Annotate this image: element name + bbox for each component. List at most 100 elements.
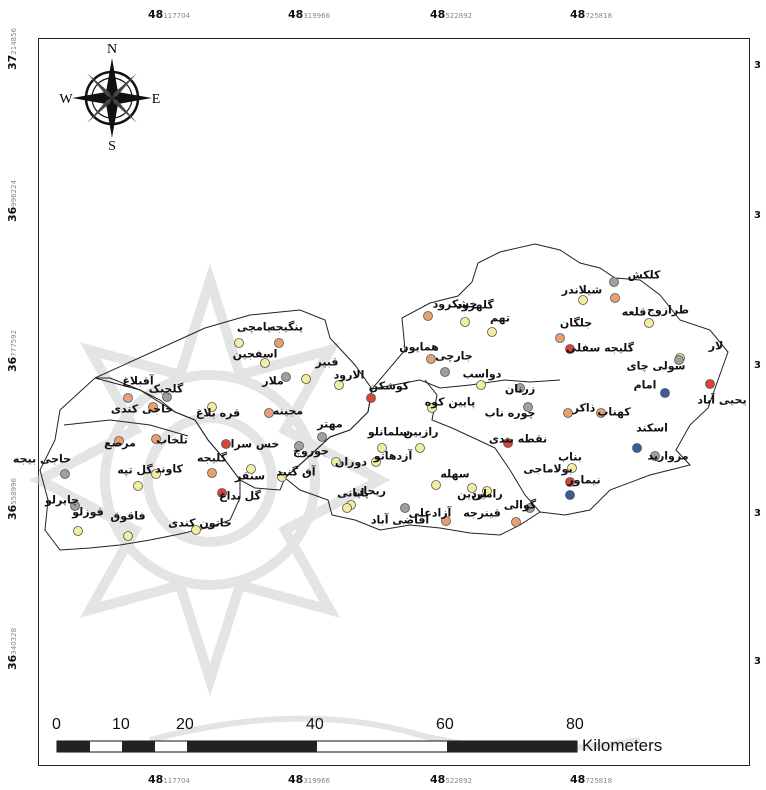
place-label: یحیی آباد bbox=[697, 393, 747, 407]
place-dot bbox=[151, 434, 161, 444]
place-label: سولی چای bbox=[626, 359, 686, 373]
place-label: گوالی bbox=[503, 498, 537, 512]
place-label: دواسب bbox=[462, 367, 502, 381]
place-dot bbox=[515, 383, 525, 393]
place-dot bbox=[162, 392, 172, 402]
place-label: اردین bbox=[457, 487, 487, 501]
place-label: حاجی بیجه bbox=[12, 452, 72, 466]
place-dot bbox=[565, 344, 575, 354]
place-label: ذاکر bbox=[572, 401, 596, 415]
west-region bbox=[39, 377, 241, 551]
scale-label-20: 20 bbox=[176, 716, 194, 733]
place-dot bbox=[221, 439, 231, 449]
place-dot bbox=[400, 503, 410, 513]
scale-unit: Kilometers bbox=[582, 736, 663, 755]
place-dot bbox=[342, 503, 352, 513]
place-label: همایون bbox=[399, 340, 439, 354]
inner-divide-2 bbox=[424, 379, 541, 513]
place-dot bbox=[114, 436, 124, 446]
compass-e: E bbox=[152, 92, 161, 107]
place-label: جوروچ bbox=[293, 444, 329, 458]
place-dot bbox=[377, 443, 387, 453]
place-dot bbox=[294, 441, 304, 451]
place-label: کاوند bbox=[155, 462, 183, 476]
place-dot bbox=[567, 463, 577, 473]
place-dot bbox=[151, 469, 161, 479]
east-region bbox=[284, 243, 729, 536]
place-dot bbox=[660, 388, 670, 398]
middle-region bbox=[94, 309, 373, 491]
place-dot bbox=[460, 317, 470, 327]
place-dot bbox=[281, 372, 291, 382]
place-label: تلخاب bbox=[156, 433, 188, 447]
place-label: زرنان bbox=[504, 382, 536, 396]
place-label: کلکش bbox=[627, 268, 661, 282]
place-label: کهناب bbox=[597, 405, 631, 419]
compass-s: S bbox=[108, 139, 116, 154]
place-dot bbox=[277, 472, 287, 482]
place-label: آزادعلی bbox=[408, 506, 452, 520]
place-dot bbox=[217, 488, 227, 498]
place-label: مروارید bbox=[647, 449, 689, 463]
place-dot bbox=[563, 408, 573, 418]
map-frame bbox=[38, 38, 750, 766]
place-label: سنقر bbox=[234, 469, 266, 483]
place-dot bbox=[525, 503, 535, 513]
place-dot bbox=[264, 408, 274, 418]
compass-n: N bbox=[107, 42, 117, 57]
place-label: دوران bbox=[335, 455, 367, 469]
place-dot bbox=[123, 393, 133, 403]
scale-label-80: 80 bbox=[566, 716, 584, 733]
place-label: قینرجه bbox=[463, 506, 501, 520]
place-label: قبیر bbox=[315, 355, 339, 369]
bottom-tick-4: 48725818 bbox=[570, 773, 613, 786]
place-dot bbox=[440, 367, 450, 377]
place-dot bbox=[476, 380, 486, 390]
right-tick-5: 3 bbox=[754, 656, 761, 667]
place-label: کوشکن bbox=[368, 379, 410, 393]
place-label: تهم bbox=[489, 311, 511, 325]
place-label: خاتون کندی bbox=[168, 516, 232, 530]
place-dot bbox=[317, 432, 327, 442]
place-label: الارود bbox=[333, 368, 365, 382]
place-dot bbox=[644, 318, 654, 328]
place-dot bbox=[503, 438, 513, 448]
place-label: گل تپه bbox=[117, 463, 153, 477]
compass-rose-icon: N S E W bbox=[59, 42, 160, 154]
scale-label-10: 10 bbox=[112, 716, 130, 733]
place-dot bbox=[60, 469, 70, 479]
place-dot bbox=[366, 393, 376, 403]
place-dot bbox=[609, 277, 619, 287]
place-dot bbox=[441, 516, 451, 526]
place-dot bbox=[523, 402, 533, 412]
place-dot bbox=[274, 338, 284, 348]
top-tick-1: 48117704 bbox=[148, 8, 191, 21]
place-label: خشکرود bbox=[432, 297, 478, 311]
place-label: جارچی bbox=[435, 349, 473, 363]
place-label: مجینه bbox=[272, 404, 304, 418]
place-label: گلیجه bbox=[197, 451, 227, 465]
region-boundaries bbox=[39, 243, 729, 551]
bottom-tick-1: 48117704 bbox=[148, 773, 191, 786]
place-label: قوزلو bbox=[72, 505, 104, 519]
place-label: فاقوق bbox=[110, 509, 146, 523]
place-markers bbox=[60, 277, 715, 541]
compass-w: W bbox=[59, 92, 73, 107]
place-label: خس سرا bbox=[230, 437, 280, 451]
place-label: چایرلو bbox=[44, 493, 80, 507]
place-label: طرازوج bbox=[646, 303, 690, 317]
place-label: قره بلاغ bbox=[195, 406, 241, 420]
place-label: ملار bbox=[262, 374, 284, 388]
bottom-tick-3: 48522892 bbox=[430, 773, 473, 786]
place-dot bbox=[207, 402, 217, 412]
place-dot bbox=[246, 464, 256, 474]
place-dot bbox=[565, 477, 575, 487]
place-label: پایین کوه bbox=[424, 395, 476, 409]
place-dot bbox=[260, 358, 270, 368]
place-label: آزدهاتو bbox=[373, 449, 413, 463]
place-dot bbox=[511, 517, 521, 527]
place-label: نیماور bbox=[567, 473, 601, 487]
place-dot bbox=[334, 380, 344, 390]
place-dot bbox=[191, 525, 201, 535]
